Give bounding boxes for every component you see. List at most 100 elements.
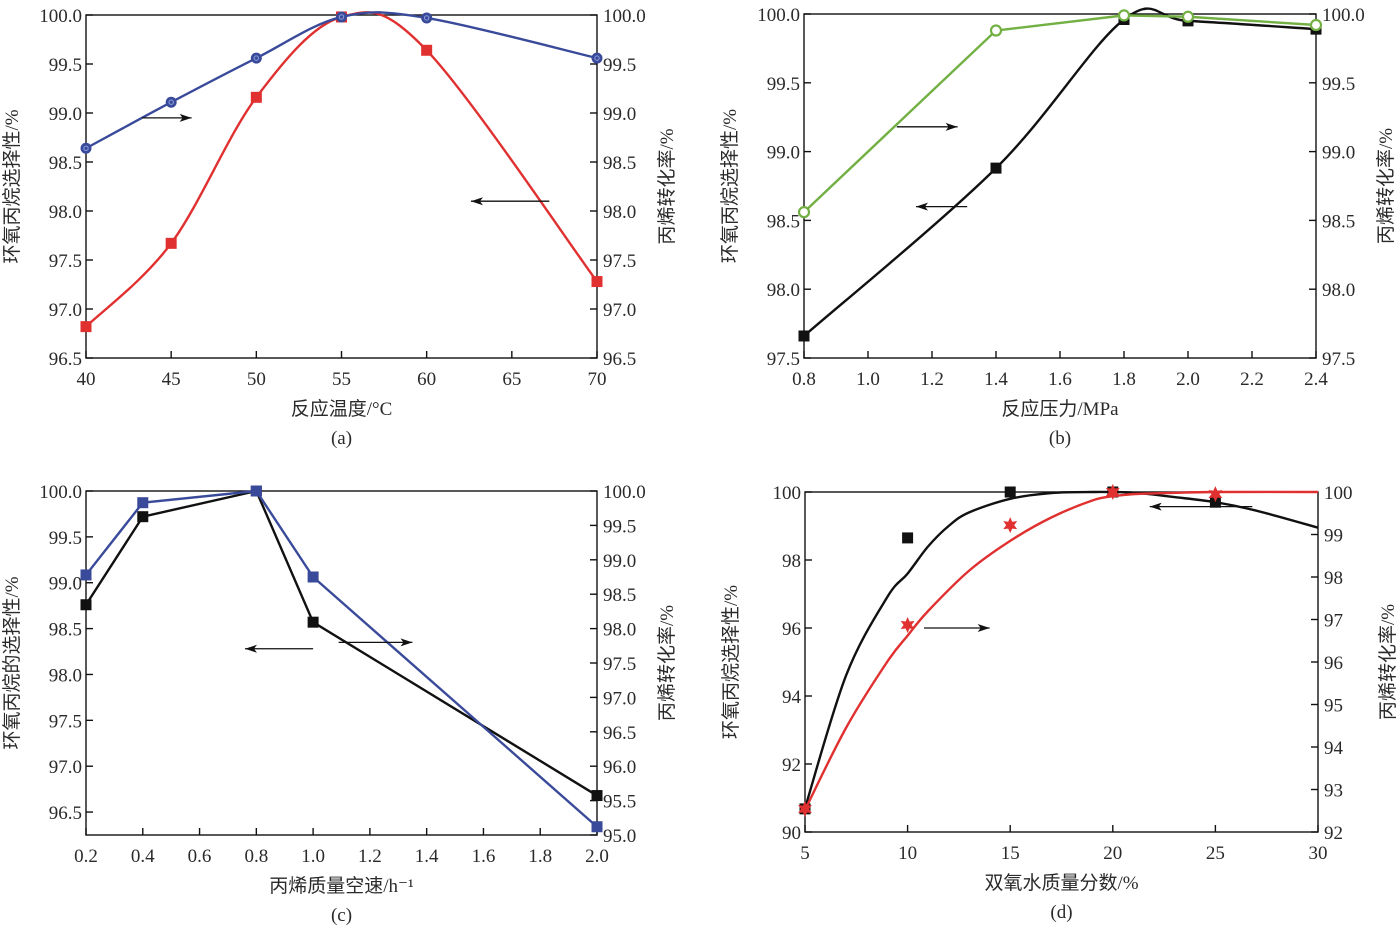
data-point-star <box>1105 484 1120 500</box>
x-tick-label: 1.6 <box>1048 369 1072 390</box>
y-left-tick-label: 100.0 <box>39 6 82 27</box>
y-left-tick-label: 98.5 <box>49 153 82 174</box>
y-right-tick-label: 98.0 <box>603 620 636 641</box>
x-tick-label: 20 <box>1103 843 1122 864</box>
x-tick-label: 1.2 <box>920 369 944 390</box>
data-point-circle-inner <box>253 55 260 61</box>
y-right-tick-label: 98 <box>1324 568 1343 589</box>
series-line <box>85 11 598 328</box>
x-tick-label: 40 <box>77 369 96 390</box>
data-point-square <box>137 497 149 509</box>
data-point-circle-inner <box>168 99 174 105</box>
data-point-square <box>250 91 262 103</box>
series-conversion <box>797 9 1323 219</box>
series-selectivity <box>80 11 603 333</box>
arrow-head <box>470 197 483 206</box>
y-left-tick-label: 92 <box>782 755 801 776</box>
series-line <box>84 489 598 797</box>
y-left-tick-label: 96 <box>782 619 801 640</box>
x-tick-label: 55 <box>332 369 351 390</box>
x-tick-label: 0.8 <box>244 846 268 867</box>
data-point-circle <box>591 52 603 64</box>
x-tick-label: 0.6 <box>188 846 212 867</box>
y-left-tick-label: 99.0 <box>49 104 82 125</box>
arrow-head <box>977 624 990 632</box>
data-point-square <box>990 162 1002 174</box>
x-tick-label: 2.4 <box>1304 369 1328 390</box>
y-left-tick-label: 98.0 <box>49 665 82 686</box>
x-tick-label: 60 <box>417 369 436 390</box>
axis-indicator-arrow-left <box>1149 502 1253 511</box>
axis-indicator-arrow-right <box>896 122 958 131</box>
data-point-square <box>591 821 603 833</box>
y-left-tick-label: 99.5 <box>767 74 800 95</box>
x-tick-label: 5 <box>800 843 810 864</box>
y-right-tick-label: 95 <box>1324 696 1343 717</box>
series-line <box>85 489 598 828</box>
y-right-axis-title: 丙烯转化率/% <box>1377 604 1399 720</box>
y-right-tick-label: 96.5 <box>603 349 636 370</box>
panel-b: 0.8 1.0 1.2 1.4 1.6 1.8 2.0 2.2 2.497.598.098.59… <box>719 5 1397 449</box>
panel-d: 5 10 15 20 25 30 90 92 94 96 98 100 92 93 94 95 96 97 98 99… <box>720 483 1399 923</box>
y-right-tick-label: 97.5 <box>603 251 636 272</box>
axis-indicator-arrow-left <box>470 197 550 206</box>
x-tick-label: 25 <box>1206 843 1225 864</box>
y-right-axis-title: 丙烯转化率/% <box>1375 128 1397 244</box>
y-right-tick-label: 97.0 <box>603 300 636 321</box>
x-tick-label: 50 <box>247 369 266 390</box>
panel-label: (b) <box>1049 428 1071 449</box>
data-point-circle <box>165 96 177 108</box>
y-left-tick-label: 97.0 <box>49 300 82 321</box>
y-left-tick-label: 99.5 <box>49 528 82 549</box>
data-point-square <box>591 790 603 802</box>
x-tick-label: 1.8 <box>1112 369 1136 390</box>
x-tick-label: 45 <box>162 369 181 390</box>
arrow-head <box>916 202 928 211</box>
x-tick-label: 2.0 <box>585 846 609 867</box>
x-tick-label: 0.8 <box>792 369 816 390</box>
data-point-square <box>250 485 262 497</box>
data-point-circle-inner <box>423 15 430 21</box>
y-left-tick-label: 99.5 <box>49 55 82 76</box>
x-tick-label: 2.0 <box>1176 369 1200 390</box>
data-point-circle-inner <box>338 14 345 20</box>
data-point-square <box>80 599 92 611</box>
data-point-circle <box>250 52 262 64</box>
x-axis-title: 丙烯质量空速/h⁻¹ <box>269 875 414 897</box>
series-selectivity <box>80 485 603 802</box>
axis-indicator-arrow-right <box>142 113 192 122</box>
x-axis-title: 反应温度/°C <box>291 398 393 420</box>
axis-indicator-arrow-left <box>916 202 968 211</box>
plot-frame <box>804 491 1319 833</box>
y-right-tick-label: 95.5 <box>603 792 636 813</box>
data-point-star <box>1003 517 1018 534</box>
data-point-square <box>1004 486 1016 498</box>
y-right-tick-label: 95.0 <box>603 826 636 847</box>
x-tick-label: 1.0 <box>856 369 880 390</box>
series-selectivity <box>798 7 1322 342</box>
y-right-tick-label: 100 <box>1324 483 1353 504</box>
y-left-tick-label: 98.5 <box>767 211 800 232</box>
y-right-tick-label: 98.0 <box>603 202 636 223</box>
y-left-axis-title: 环氧丙烷的选择性/% <box>1 576 23 749</box>
y-right-tick-label: 92 <box>1324 823 1343 844</box>
series-selectivity <box>799 486 1319 815</box>
axis-indicator-arrow-left <box>244 644 314 653</box>
y-right-tick-label: 97.5 <box>1322 349 1355 370</box>
y-left-axis-title: 环氧丙烷选择性/% <box>720 585 742 739</box>
arrow-head <box>1149 502 1162 511</box>
y-left-tick-label: 96.5 <box>49 349 82 370</box>
axis-indicator-arrow-right <box>924 624 990 632</box>
y-right-tick-label: 99.5 <box>603 516 636 537</box>
y-right-tick-label: 96.5 <box>603 723 636 744</box>
panel-label: (d) <box>1050 902 1072 923</box>
y-right-tick-label: 98.5 <box>1322 211 1355 232</box>
y-left-tick-label: 100 <box>773 483 802 504</box>
data-point-square <box>307 616 319 628</box>
panel-c: 0.2 0.4 0.6 0.8 1.0 1.2 1.4 1.6 1.8 2.0 96.5 97.0 97… <box>1 482 678 926</box>
x-tick-label: 70 <box>588 369 607 390</box>
y-right-tick-label: 100.0 <box>603 482 646 503</box>
x-axis-title: 反应压力/MPa <box>1001 398 1119 420</box>
series-line <box>803 7 1317 337</box>
plot-frame <box>85 14 598 359</box>
